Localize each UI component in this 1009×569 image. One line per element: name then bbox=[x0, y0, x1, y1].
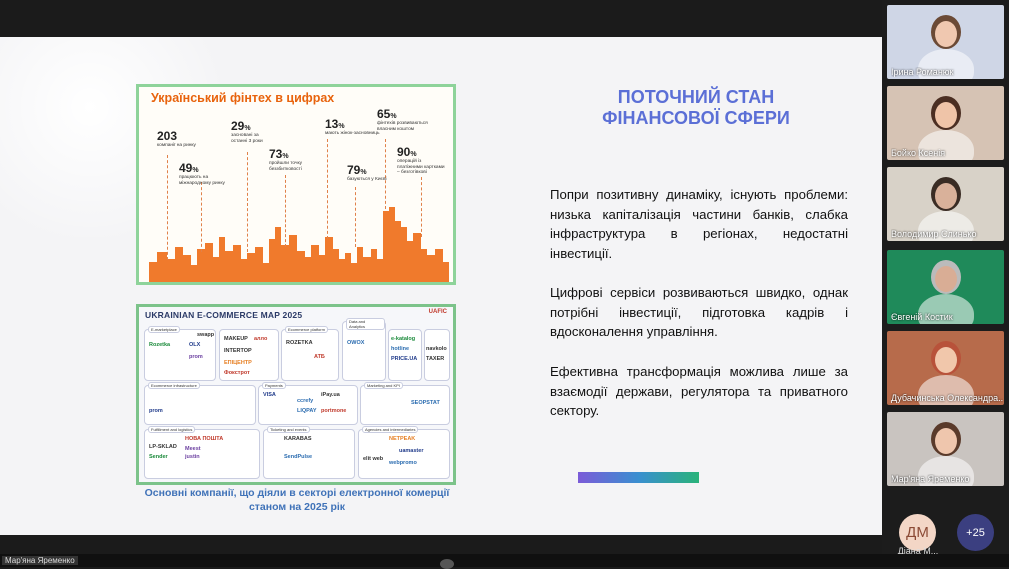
participant-face bbox=[934, 428, 957, 454]
stat-international: 49% працюють на міжнародному ринку bbox=[179, 161, 225, 186]
participant-avatar[interactable]: ДМ bbox=[899, 514, 936, 551]
stat-companies: 203 компанії на ринку bbox=[157, 129, 196, 148]
ecom-section-logistics: Fulfillment and logistics НОВА ПОШТА Mee… bbox=[144, 426, 260, 479]
stat-women-founders: 13% мають жінок-засновниць bbox=[325, 117, 380, 136]
participant-name: Ірина Романюк bbox=[891, 67, 954, 77]
participant-tile[interactable]: Ірина Романюк bbox=[887, 5, 1004, 79]
participant-body bbox=[917, 130, 974, 160]
participant-body bbox=[917, 456, 974, 486]
uafic-logo: UAFIC bbox=[428, 309, 447, 315]
participant-name: Євгеній Костик bbox=[891, 312, 953, 322]
stat-kyiv: 79% базуються у Києві bbox=[347, 163, 387, 182]
participant-name: Мар'яна Яременко bbox=[891, 474, 970, 484]
participant-tile[interactable]: Бойко Ксенія bbox=[887, 86, 1004, 160]
participant-body bbox=[917, 49, 974, 79]
participant-face bbox=[934, 21, 957, 47]
city-skyline bbox=[149, 207, 449, 282]
ecom-section-marketplace: E-marketplace swapp Rozetka OLX prom bbox=[144, 326, 216, 381]
ecom-section-agencies: Agencies and intermediaries NETPEAK uama… bbox=[358, 426, 450, 479]
stat-self-funded: 65% фінтехів розвиваються власним коштом bbox=[377, 107, 428, 132]
presenter-avatar-icon bbox=[440, 559, 454, 569]
stat-cashless: 90% операцій із платіжними картками – бе… bbox=[397, 145, 445, 175]
participant-tile[interactable]: Євгеній Костик bbox=[887, 250, 1004, 324]
participant-name: Бойко Ксенія bbox=[891, 148, 946, 158]
participant-tile[interactable]: Дубачинська Олександра... bbox=[887, 331, 1004, 405]
presentation-slide: Український фінтех в цифрах 203 компанії… bbox=[0, 37, 882, 535]
ecom-section-platform: Ecommerce platform ROZETKA ATБ bbox=[281, 326, 339, 381]
participant-name: Володимир Слинько bbox=[891, 229, 977, 239]
fintech-title: Український фінтех в цифрах bbox=[151, 91, 335, 105]
slide-title: ПОТОЧНИЙ СТАН ФІНАНСОВОЇ СФЕРИ bbox=[602, 87, 790, 128]
participant-tile[interactable]: Володимир Слинько bbox=[887, 167, 1004, 241]
participant-tile[interactable]: Мар'яна Яременко bbox=[887, 412, 1004, 486]
ecommerce-caption: Основні компанії, що діяли в секторі еле… bbox=[144, 487, 450, 513]
ecommerce-map: UKRAINIAN E-COMMERCE MAP 2025 UAFIC E-ma… bbox=[136, 304, 456, 485]
ecom-section-finance: navkolo TAXER bbox=[424, 329, 450, 381]
presenter-name-tag: Мар'яна Яременко bbox=[2, 556, 78, 565]
ecom-section-retail: MAKEUP алло INTERTOP EПІЦЕНТР Фокстрот bbox=[219, 329, 279, 381]
bottom-toolbar bbox=[0, 554, 1009, 567]
participant-body bbox=[917, 294, 974, 324]
ecom-section-marketing: Marketing and KPI SEOPSTAT bbox=[360, 382, 450, 425]
slide-paragraph-problems: Попри позитивну динаміку, існують пробле… bbox=[550, 187, 848, 261]
stat-founded: 29% засновані за останні 3 роки bbox=[231, 119, 263, 144]
accent-bar bbox=[578, 472, 699, 483]
participant-body bbox=[917, 211, 974, 241]
ecom-section-payments: Payments VISA ccrefy LIQPAY portmone iPa… bbox=[258, 382, 358, 425]
ecom-section-data: Data and Analytics OWOX bbox=[342, 318, 386, 381]
slide-paragraph-digital: Цифрові сервіси розвиваються швидко, одн… bbox=[550, 285, 848, 339]
participant-avatar-name: Діана М... bbox=[897, 546, 939, 556]
ecom-section-ticketing: Ticketing and events KARABAS SendPulse bbox=[263, 426, 355, 479]
participant-body bbox=[917, 375, 974, 405]
participant-face bbox=[934, 183, 957, 209]
participant-face bbox=[934, 347, 957, 373]
ecom-section-infrastructure: Ecommerce infrastructure prom bbox=[144, 382, 256, 425]
participant-face bbox=[934, 102, 957, 128]
slide-paragraph-transformation: Ефективна трансформація можлива лише за … bbox=[550, 364, 848, 418]
participant-face bbox=[934, 266, 957, 292]
ecommerce-map-title: UKRAINIAN E-COMMERCE MAP 2025 bbox=[145, 310, 303, 320]
fintech-infographic: Український фінтех в цифрах 203 компанії… bbox=[136, 84, 456, 285]
participant-name: Дубачинська Олександра... bbox=[891, 393, 1003, 403]
stat-breakeven: 73% пройшли точку беззбитковості bbox=[269, 147, 303, 172]
more-participants-button[interactable]: +25 bbox=[957, 514, 994, 551]
ecom-section-price: e-katalog hotline PRICE.UA bbox=[388, 329, 422, 381]
